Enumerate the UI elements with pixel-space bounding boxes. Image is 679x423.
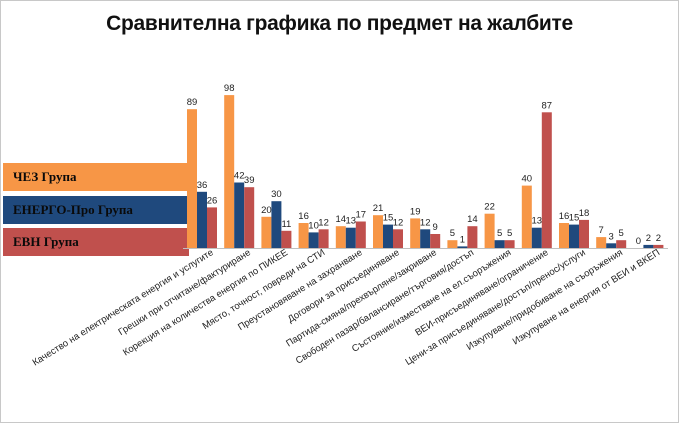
bar-chez-9 (521, 185, 532, 248)
bar-energo-9 (531, 227, 542, 248)
data-label-chez-3: 16 (298, 211, 309, 222)
bar-chez-6 (410, 218, 421, 248)
data-label-energo-7: 1 (460, 234, 465, 245)
data-label-energo-12: 2 (646, 233, 651, 244)
bar-evn-6 (430, 234, 441, 248)
bar-chez-7 (447, 240, 458, 248)
bar-energo-6 (420, 229, 431, 248)
data-label-evn-12: 2 (656, 233, 661, 244)
data-label-energo-5: 15 (383, 213, 394, 224)
bar-energo-0 (197, 191, 207, 248)
legend-item-chez: ЧЕЗ Група (3, 163, 189, 191)
data-label-chez-11: 7 (599, 225, 604, 236)
bar-evn-5 (393, 229, 403, 248)
data-label-energo-1: 42 (234, 171, 245, 182)
legend-item-evn: ЕВН Група (3, 228, 189, 256)
data-label-evn-3: 12 (318, 217, 329, 228)
bar-evn-4 (355, 221, 366, 248)
legend-item-energo: ЕНЕРГО-Про Група (3, 196, 189, 224)
data-label-evn-1: 39 (244, 175, 255, 186)
data-label-energo-10: 15 (569, 213, 580, 224)
data-label-chez-8: 22 (484, 202, 495, 213)
data-label-evn-4: 17 (356, 210, 367, 221)
bar-evn-12 (653, 244, 664, 248)
data-label-evn-8: 5 (507, 228, 512, 239)
data-label-energo-6: 12 (420, 217, 431, 228)
bar-chez-0 (187, 109, 197, 248)
data-label-evn-9: 87 (542, 100, 553, 111)
bar-evn-1 (244, 187, 255, 248)
data-label-chez-4: 14 (336, 214, 347, 225)
bar-chez-3 (298, 223, 309, 248)
data-label-energo-8: 5 (497, 228, 502, 239)
data-label-evn-5: 12 (393, 217, 404, 228)
data-label-chez-1: 98 (224, 83, 235, 94)
bar-chez-8 (484, 213, 495, 248)
data-label-evn-11: 5 (619, 228, 624, 239)
bar-chez-1 (224, 95, 235, 248)
data-label-chez-10: 16 (559, 211, 570, 222)
bar-chez-2 (261, 216, 272, 248)
data-label-chez-12: 0 (636, 236, 641, 247)
bar-evn-7 (467, 226, 478, 248)
data-label-evn-10: 18 (579, 208, 590, 219)
data-label-energo-4: 13 (346, 216, 357, 227)
bar-evn-2 (281, 230, 292, 248)
data-label-evn-0: 26 (207, 195, 218, 206)
data-label-evn-2: 11 (281, 219, 291, 230)
data-label-energo-11: 3 (609, 231, 614, 242)
data-label-chez-9: 40 (522, 174, 533, 185)
data-label-evn-6: 9 (433, 222, 438, 233)
bar-evn-11 (616, 240, 627, 248)
bar-evn-9 (541, 112, 552, 248)
bar-energo-12 (643, 244, 654, 248)
data-label-evn-7: 14 (467, 214, 478, 225)
bar-energo-3 (308, 232, 319, 248)
bar-energo-10 (569, 224, 579, 248)
data-label-chez-5: 21 (373, 203, 384, 214)
data-label-energo-3: 10 (308, 220, 319, 231)
bar-evn-10 (579, 219, 589, 248)
data-label-chez-6: 19 (410, 206, 421, 217)
data-label-chez-7: 5 (450, 228, 455, 239)
bar-chez-4 (335, 226, 346, 248)
data-label-energo-2: 30 (271, 189, 282, 200)
chart-title: Сравнителна графика по предмет на жалбит… (106, 12, 573, 35)
bar-chez-5 (373, 215, 383, 248)
bar-energo-11 (606, 243, 617, 248)
bar-chez-10 (559, 223, 569, 248)
bar-energo-1 (234, 182, 245, 248)
bar-energo-4 (345, 227, 356, 248)
data-label-energo-9: 13 (532, 216, 543, 227)
data-label-chez-2: 20 (261, 205, 272, 216)
bar-evn-3 (318, 229, 329, 248)
bar-energo-5 (383, 224, 393, 248)
bar-energo-7 (457, 246, 468, 248)
bar-energo-8 (494, 240, 505, 248)
bar-chez-11 (596, 237, 607, 248)
bar-evn-0 (207, 207, 217, 248)
data-label-chez-0: 89 (187, 97, 198, 108)
data-label-energo-0: 36 (197, 180, 208, 191)
category-label-2: Корекция на количества енергия по ПИКЕЕ (121, 247, 290, 358)
bar-energo-2 (271, 201, 282, 248)
bar-evn-8 (504, 240, 515, 248)
